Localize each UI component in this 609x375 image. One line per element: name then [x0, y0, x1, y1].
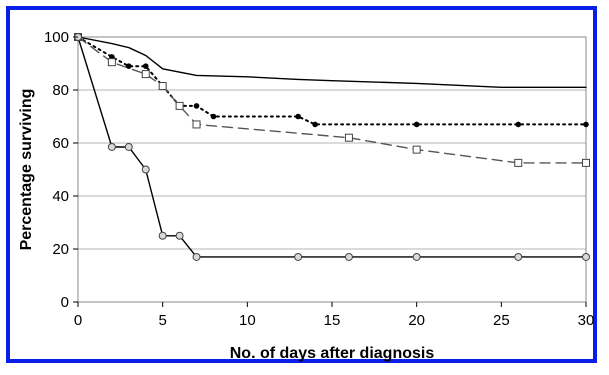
y-tick-label: 0 [61, 294, 69, 311]
y-tick-label: 40 [52, 188, 69, 205]
data-point [158, 82, 167, 91]
x-tick-label: 5 [158, 312, 166, 329]
data-point [312, 121, 318, 128]
y-tick-label: 80 [52, 82, 69, 99]
data-point [514, 252, 523, 261]
data-point [124, 142, 133, 151]
data-point [412, 252, 421, 261]
data-point [192, 120, 201, 129]
data-point [583, 121, 589, 128]
plot-area [77, 36, 587, 303]
x-tick-label: 15 [324, 312, 341, 329]
data-point [126, 63, 132, 69]
data-point [175, 231, 184, 240]
y-tick-label: 100 [44, 29, 69, 46]
data-markers [74, 33, 590, 261]
data-point [107, 58, 116, 67]
x-tick-label: 30 [578, 312, 595, 329]
data-point [141, 165, 150, 174]
chart-frame [6, 6, 597, 363]
data-point [295, 113, 301, 120]
y-axis-title: Percentage surviving [18, 89, 35, 251]
x-tick-label: 20 [408, 312, 425, 329]
x-axis-title: No. of days after diagnosis [230, 345, 435, 362]
y-tick-label: 60 [52, 135, 69, 152]
data-point [413, 121, 420, 128]
data-point [192, 252, 201, 261]
series-line-1 [77, 36, 587, 88]
data-point [514, 158, 523, 167]
y-tick-label: 20 [52, 241, 69, 258]
series-line-3 [77, 36, 587, 164]
series-line-4 [77, 36, 587, 258]
data-point [193, 103, 200, 109]
data-point [107, 142, 116, 151]
data-point [344, 252, 353, 261]
tick-labels: 0 20 40 60 80 100 0 5 10 15 20 25 30 [44, 29, 594, 329]
series-lines [77, 36, 587, 258]
x-tick-label: 0 [74, 312, 82, 329]
x-tick-label: 10 [239, 312, 256, 329]
data-point [582, 252, 590, 261]
data-point [141, 70, 150, 79]
x-tick-label: 25 [493, 312, 510, 329]
data-point [294, 252, 303, 261]
data-point [515, 121, 522, 128]
data-point [210, 113, 217, 120]
data-point [412, 145, 421, 154]
gridlines [77, 36, 586, 303]
data-point [344, 133, 353, 142]
data-point [582, 158, 590, 167]
data-point [142, 63, 149, 69]
data-point [175, 101, 184, 110]
data-point [158, 231, 167, 240]
